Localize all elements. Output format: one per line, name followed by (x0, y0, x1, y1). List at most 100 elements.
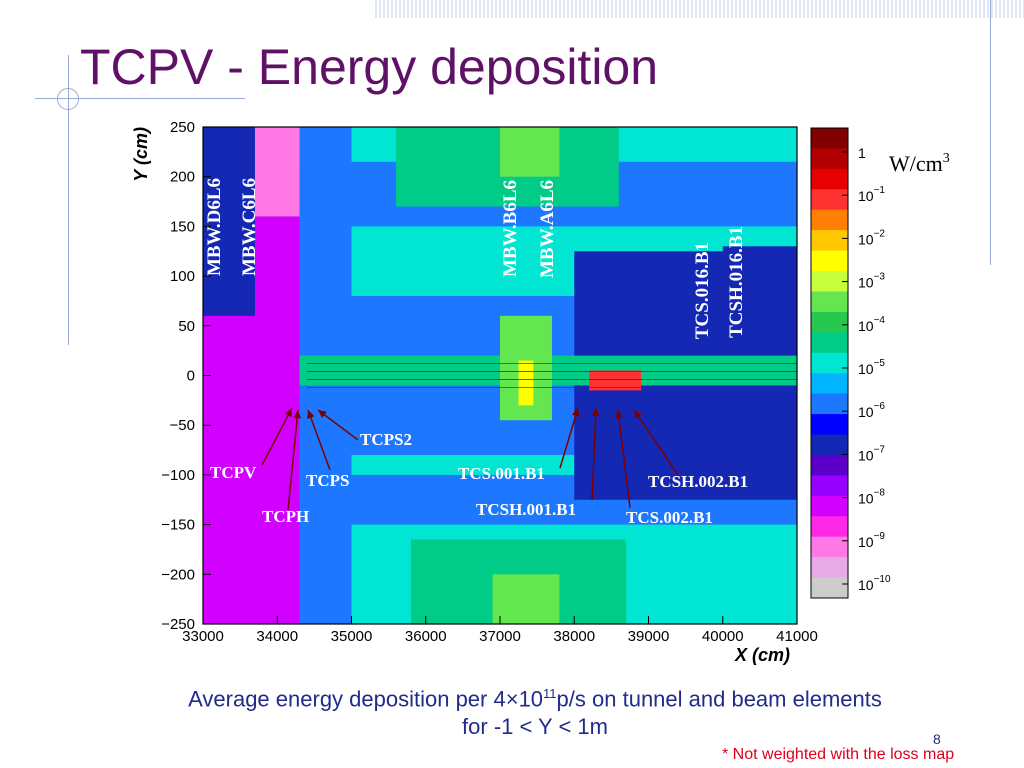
colorbar-tick-label: 10−3 (858, 272, 885, 291)
annotation-arrow (307, 409, 331, 471)
x-tick-label: 33000 (182, 628, 224, 645)
colorbar-cell (811, 311, 848, 333)
decorative-top-bar (375, 0, 1024, 18)
colorbar-cell (811, 128, 848, 149)
decorative-line-title (35, 98, 245, 99)
colorbar-cell (811, 250, 848, 272)
colorbar-tick-label: 10−2 (858, 228, 885, 247)
annotation-arrow (287, 409, 299, 511)
colorbar-tick-exponent: −7 (874, 444, 886, 455)
colorbar-cell (811, 557, 848, 579)
colorbar-tick-label: 10−8 (858, 488, 885, 507)
caption-line1-suffix: p/s on tunnel and beam elements (556, 686, 882, 712)
colorbar-cell (811, 414, 848, 436)
annotation-arrowhead (615, 410, 623, 419)
colorbar-cell (811, 230, 848, 252)
colorbar-tick-exponent: −10 (874, 574, 891, 585)
colorbar-cell (811, 332, 848, 354)
colorbar-tick-exponent: −8 (874, 488, 886, 499)
colorbar-tick-label: 10−5 (858, 358, 885, 377)
annotation-arrowhead (634, 410, 642, 419)
colorbar-tick-exponent: −9 (874, 531, 886, 542)
y-tick-label: 250 (170, 119, 195, 136)
collimator-label: TCS.001.B1 (458, 464, 545, 483)
colorbar-tick-label: 10−4 (858, 315, 885, 334)
collimator-label: TCPS (306, 471, 349, 490)
annotation-arrow (591, 407, 597, 501)
colorbar-tick-label: 1 (858, 145, 866, 161)
slide-caption: Average energy deposition per 4×1011p/s … (60, 680, 1010, 741)
energy-deposition-heatmap: 33000 34000 35000 36000 37000 38000 39000 40000… (131, 119, 950, 665)
y-tick-label: 200 (170, 169, 195, 186)
colorbar-tick-exponent: −6 (874, 401, 886, 412)
y-tick-label: −200 (161, 566, 195, 583)
annotation-arrowhead (307, 410, 315, 419)
colorbar-tick-exponent: −3 (874, 272, 886, 283)
colorbar-cell (811, 577, 848, 599)
colorbar-cell (811, 271, 848, 292)
colorbar-cell (811, 189, 848, 211)
y-tick-label: 100 (170, 268, 195, 285)
collimator-label: TCPH (262, 507, 309, 526)
colorbar-unit-exponent: 3 (943, 151, 950, 166)
colorbar-cell (811, 434, 848, 456)
colorbar-tick-label: 10−7 (858, 444, 885, 463)
annotation-arrowhead (318, 410, 327, 418)
x-tick-label: 38000 (553, 628, 595, 645)
colorbar-cell (811, 454, 848, 476)
x-tick-label: 34000 (256, 628, 298, 645)
colorbar-cell (811, 209, 848, 231)
caption-line1-prefix: Average energy deposition per 4×10 (188, 686, 544, 712)
collimator-label: TCS.002.B1 (626, 508, 713, 527)
element-label-vertical: TCSH.016.B1 (726, 226, 747, 338)
caption-line2: for -1 < Y < 1m (462, 714, 608, 740)
colorbar-tick-label: 10−9 (858, 531, 885, 550)
heatmap-cell (492, 574, 560, 624)
colorbar-frame (810, 127, 849, 599)
annotation-arrowhead (293, 410, 302, 419)
y-tick-label: 50 (178, 318, 195, 335)
colorbar-unit: W/cm3 (889, 151, 950, 176)
annotation-arrow (261, 407, 293, 466)
colorbar-cell (811, 393, 848, 415)
collimator-label: TCSH.001.B1 (476, 500, 576, 519)
slide-title: TCPV - Energy deposition (80, 39, 659, 95)
decorative-line-left (68, 55, 69, 345)
collimator-label: TCSH.002.B1 (648, 472, 748, 491)
colorbar-cell (811, 291, 848, 313)
element-label-vertical: MBW.B6L6 (500, 180, 521, 277)
decorative-line-right (990, 0, 991, 265)
y-tick-label: −100 (161, 467, 195, 484)
annotation-arrow (559, 407, 579, 469)
decorative-circle (57, 88, 79, 110)
annotation-arrowhead (571, 408, 580, 417)
x-axis-label: X (cm) (734, 645, 790, 665)
element-label-vertical: TCS.016.B1 (692, 242, 713, 339)
x-tick-label: 37000 (479, 628, 521, 645)
x-tick-label: 39000 (628, 628, 670, 645)
y-tick-label: −150 (161, 517, 195, 534)
colorbar-cell (811, 373, 848, 395)
colorbar-cell (811, 475, 848, 497)
colorbar-cell (811, 516, 848, 538)
colorbar-cell (811, 352, 848, 374)
element-label-vertical: MBW.A6L6 (537, 180, 558, 278)
heatmap-cell (722, 246, 797, 346)
colorbar-tick-exponent: −2 (874, 228, 886, 239)
y-tick-label: 150 (170, 218, 195, 235)
element-label-vertical: MBW.D6L6 (204, 178, 225, 276)
heatmap-cell (500, 127, 560, 177)
footnote: * Not weighted with the loss map (722, 746, 955, 763)
annotation-arrowhead (591, 408, 600, 417)
annotation-arrowhead (284, 408, 292, 417)
colorbar-tick-exponent: −5 (874, 358, 886, 369)
colorbar-cell (811, 536, 848, 558)
colorbar-tick-label: 10−1 (858, 185, 885, 204)
x-tick-label: 36000 (405, 628, 447, 645)
heatmap-cell (745, 564, 797, 624)
collimator-label: TCPS2 (360, 430, 412, 449)
colorbar-cell (811, 168, 848, 190)
colorbar-cell (811, 495, 848, 517)
x-tick-label: 35000 (331, 628, 373, 645)
colorbar-tick-exponent: −4 (874, 315, 886, 326)
